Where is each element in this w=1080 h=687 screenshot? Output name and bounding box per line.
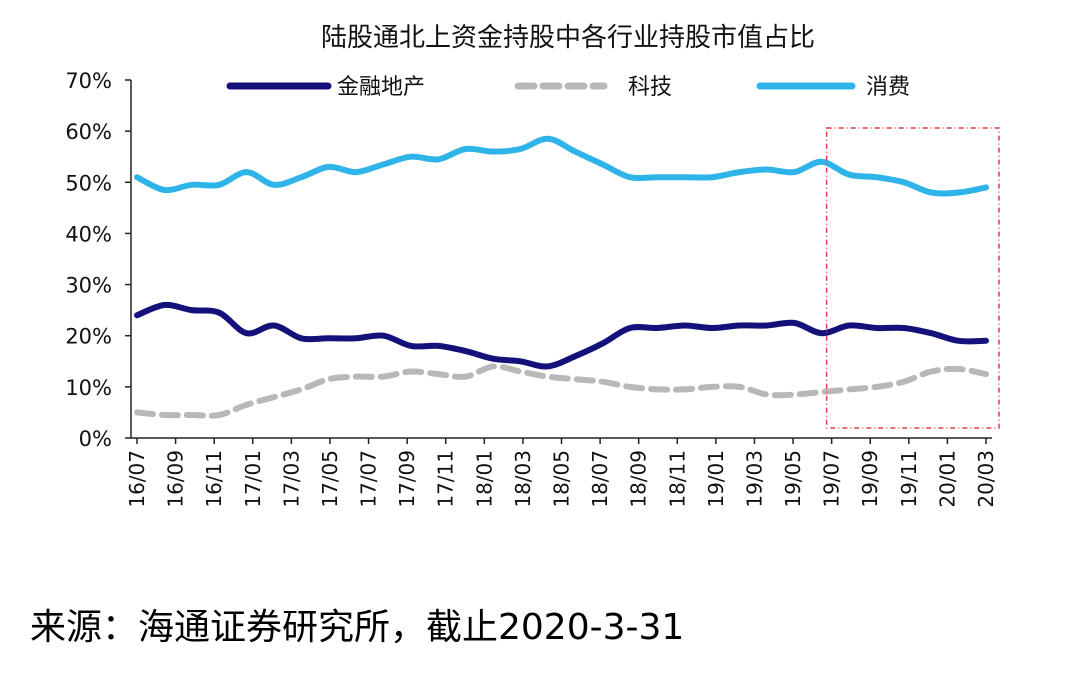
- x-tick-label: 17/05: [318, 450, 342, 508]
- x-tick-label: 17/09: [395, 450, 419, 508]
- highlight-box: [825, 127, 1000, 429]
- legend-label-consumer: 消费: [866, 75, 910, 100]
- x-tick-label: 20/01: [935, 450, 959, 508]
- source-note: 来源：海通证券研究所，截止2020-3-31: [30, 607, 685, 648]
- x-tick-label: 17/07: [357, 450, 381, 508]
- x-tick-label: 17/03: [279, 450, 303, 508]
- legend-label-tech: 科技: [628, 75, 672, 100]
- x-tick-label: 17/11: [434, 450, 458, 508]
- x-tick-label: 16/09: [164, 450, 188, 508]
- x-tick-label: 19/01: [704, 450, 728, 508]
- x-tick-label: 19/09: [858, 450, 882, 508]
- x-tick-label: 20/03: [974, 450, 998, 508]
- series-lines: [134, 135, 989, 419]
- series-line-consumer: [134, 135, 989, 197]
- y-tick-label: 10%: [65, 376, 112, 400]
- x-tick-label: 18/05: [550, 450, 574, 508]
- x-tick-label: 18/11: [665, 450, 689, 508]
- x-tick-label: 19/05: [781, 450, 805, 508]
- y-tick-label: 20%: [65, 325, 112, 349]
- x-tick-label: 16/11: [202, 450, 226, 508]
- series-line-finance: [134, 301, 989, 370]
- series-line-tech: [134, 363, 989, 419]
- x-axis-ticks: 16/07 16/09 16/11 17/01 17/03 17/05 17/07 17/09…: [125, 438, 998, 508]
- chart-title: 陆股通北上资金持股中各行业持股市值占比: [321, 23, 815, 53]
- x-tick-label: 16/07: [125, 450, 149, 508]
- x-tick-label: 17/01: [241, 450, 265, 508]
- x-tick-label: 19/07: [820, 450, 844, 508]
- x-tick-label: 18/09: [627, 450, 651, 508]
- y-tick-label: 50%: [65, 171, 112, 195]
- x-tick-label: 18/07: [588, 450, 612, 508]
- y-axis-ticks: 0% 10% 20% 30% 40% 50% 60% 70%: [65, 69, 131, 451]
- legend: 金融地产 科技 消费: [226, 75, 910, 100]
- legend-label-finance: 金融地产: [337, 75, 425, 100]
- y-tick-label: 0%: [79, 427, 112, 451]
- y-tick-label: 30%: [65, 274, 112, 298]
- x-tick-label: 18/03: [511, 450, 535, 508]
- x-tick-label: 19/11: [897, 450, 921, 508]
- y-tick-label: 70%: [65, 69, 112, 93]
- x-tick-label: 19/03: [742, 450, 766, 508]
- y-tick-label: 60%: [65, 120, 112, 144]
- y-tick-label: 40%: [65, 222, 112, 246]
- x-tick-label: 18/01: [472, 450, 496, 508]
- chart: 陆股通北上资金持股中各行业持股市值占比 金融地产 科技 消费 0% 10% 20% 3…: [65, 23, 1000, 508]
